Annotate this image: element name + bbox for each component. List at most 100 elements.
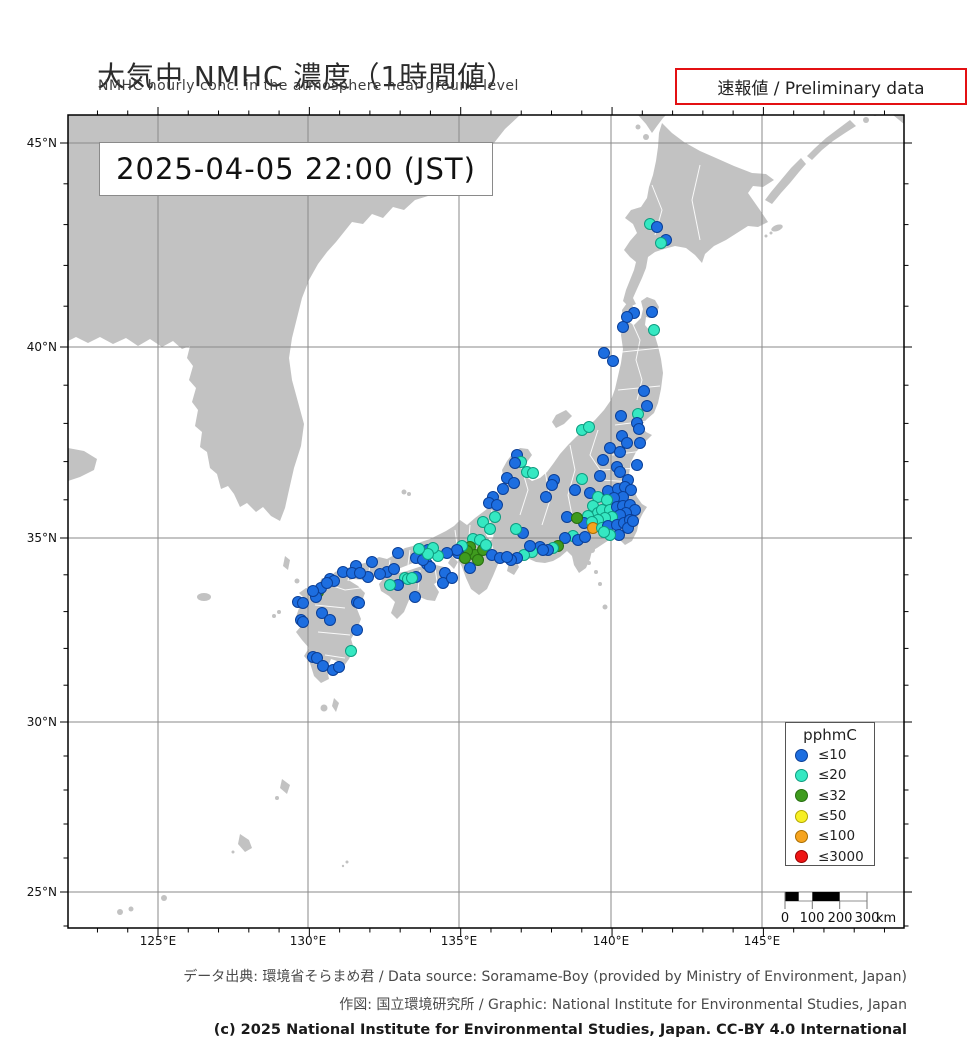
landmass-shandong xyxy=(68,448,97,481)
legend-item-label: ≤32 xyxy=(818,787,847,804)
preliminary-data-badge: 速報値 / Preliminary data xyxy=(675,68,967,105)
station-dot xyxy=(374,568,386,580)
station-dot xyxy=(633,423,645,435)
station-dot xyxy=(413,543,425,555)
station-dot xyxy=(540,491,552,503)
station-dots xyxy=(292,218,672,676)
lon-label: 135°E xyxy=(441,934,478,948)
copyright-line: (c) 2025 National Institute for Environm… xyxy=(213,1022,907,1038)
island-awaji xyxy=(448,556,458,569)
legend-item: ≤10 xyxy=(786,745,874,765)
station-dot xyxy=(537,544,549,556)
lat-label: 40°N xyxy=(27,340,57,354)
station-dot xyxy=(406,572,418,584)
island-izu xyxy=(602,604,608,610)
island-ishigaki xyxy=(128,906,134,912)
station-dot xyxy=(297,616,309,628)
station-dot xyxy=(307,585,319,597)
station-dot xyxy=(489,511,501,523)
station-dot xyxy=(317,660,329,672)
legend-item: ≤100 xyxy=(786,826,874,846)
island-kunashiri xyxy=(765,158,806,204)
station-dot xyxy=(316,607,328,619)
station-dot xyxy=(598,347,610,359)
station-dot xyxy=(607,355,619,367)
lon-label: 130°E xyxy=(290,934,327,948)
scalebar-unit: km xyxy=(876,911,896,926)
station-dot xyxy=(571,512,583,524)
legend-dot-red xyxy=(795,850,808,864)
station-dot xyxy=(583,421,595,433)
station-dot xyxy=(579,531,591,543)
island-yakushima xyxy=(320,704,328,712)
station-dot xyxy=(614,446,626,458)
station-dot xyxy=(625,484,637,496)
station-dot xyxy=(311,652,323,664)
station-dot xyxy=(631,459,643,471)
station-dot xyxy=(510,523,522,535)
legend-item-label: ≤10 xyxy=(818,747,847,764)
station-dot xyxy=(546,479,558,491)
station-dot xyxy=(651,221,663,233)
page-title: 大気中 NMHC 濃度（1時間値） xyxy=(97,59,516,93)
station-dot xyxy=(501,551,513,563)
station-dot xyxy=(617,321,629,333)
station-dot xyxy=(480,539,492,551)
station-dot xyxy=(324,614,336,626)
lon-label: 125°E xyxy=(140,934,177,948)
station-dot xyxy=(576,473,588,485)
legend-item: ≤3000 xyxy=(786,846,874,866)
station-dot xyxy=(477,516,489,528)
legend-item-label: ≤3000 xyxy=(818,848,864,865)
station-dot xyxy=(648,324,660,336)
island-miyako xyxy=(161,895,167,901)
data-source-credit: データ出典: 環境省そらまめ君 / Data source: Soramame-… xyxy=(183,969,907,985)
legend-item-label: ≤100 xyxy=(818,828,856,845)
station-dot xyxy=(345,645,357,657)
scale-bar: 0 100 200 300 km xyxy=(781,891,896,926)
station-dot xyxy=(351,624,363,636)
station-dot xyxy=(598,526,610,538)
station-dot xyxy=(321,577,333,589)
island-habomai xyxy=(769,231,773,235)
station-dot xyxy=(634,437,646,449)
station-dot xyxy=(384,579,396,591)
station-dot xyxy=(484,523,496,535)
station-dot xyxy=(409,591,421,603)
station-dot xyxy=(497,483,509,495)
station-dot xyxy=(422,548,434,560)
station-dot xyxy=(638,385,650,397)
station-dot xyxy=(601,494,613,506)
legend-dot-green xyxy=(795,789,808,803)
island-kerama xyxy=(231,850,235,854)
island-sado xyxy=(552,410,572,428)
island-izu xyxy=(589,547,595,553)
axis-labels: 45°N 40°N 35°N 30°N 25°N 125°E 130°E 135°E 140°E… xyxy=(27,136,781,948)
station-dot xyxy=(621,311,633,323)
station-dot xyxy=(646,306,658,318)
island-izu xyxy=(598,582,602,586)
island-goto xyxy=(272,614,276,618)
lon-label: 145°E xyxy=(744,934,781,948)
island-jeju xyxy=(197,593,211,601)
station-dot xyxy=(424,561,436,573)
station-dot xyxy=(524,540,536,552)
station-dot xyxy=(561,511,573,523)
station-dot xyxy=(437,577,449,589)
station-dot xyxy=(597,454,609,466)
lat-label: 25°N xyxy=(27,885,57,899)
station-dot xyxy=(621,437,633,449)
landmass-hokkaido xyxy=(623,123,774,307)
legend-item-label: ≤20 xyxy=(818,767,847,784)
lat-label: 35°N xyxy=(27,531,57,545)
station-dot xyxy=(594,470,606,482)
page-subtitle: NMHC hourly conc. in the atmosphere near… xyxy=(98,78,519,94)
island-iturup xyxy=(807,120,856,160)
island-goto xyxy=(277,610,281,614)
island-tokunoshima xyxy=(275,796,279,800)
scalebar-label-100: 100 xyxy=(800,911,825,926)
station-dot xyxy=(569,484,581,496)
lon-label: 140°E xyxy=(593,934,630,948)
station-dot xyxy=(655,237,667,249)
scalebar-label-300: 300 xyxy=(855,911,880,926)
